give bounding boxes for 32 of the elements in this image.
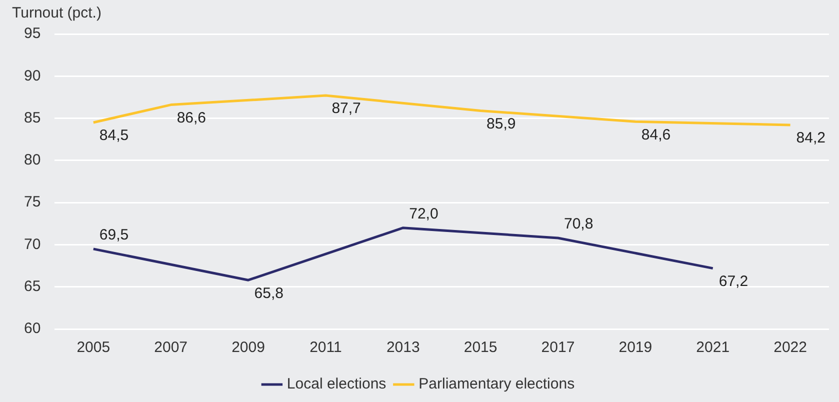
data-label: 84,5 [99, 127, 129, 144]
y-tick-label: 95 [24, 25, 41, 42]
x-tick-label: 2007 [154, 339, 188, 356]
data-label: 72,0 [409, 206, 438, 222]
y-tick-label: 85 [24, 109, 41, 126]
legend-label: Parliamentary elections [418, 376, 575, 393]
data-label: 70,8 [564, 216, 594, 233]
x-tick-label: 2011 [310, 339, 342, 356]
data-label: 84,2 [796, 130, 826, 147]
data-label: 69,5 [99, 226, 129, 244]
x-tick-label: 2013 [386, 339, 420, 356]
y-tick-label: 60 [24, 320, 41, 338]
x-tick-label: 2021 [696, 339, 730, 356]
x-tick-label: 2009 [232, 339, 265, 356]
y-axis-title: Turnout (pct.) [12, 4, 102, 22]
y-tick-label: 70 [24, 236, 41, 253]
x-tick-label: 2005 [76, 339, 110, 356]
data-label: 65,8 [254, 284, 284, 302]
data-label: 67,2 [718, 272, 748, 290]
x-tick-label: 2015 [464, 339, 498, 356]
y-tick-label: 80 [24, 152, 41, 169]
data-label: 85,9 [486, 115, 516, 132]
y-tick-label: 75 [24, 194, 41, 211]
data-label: 87,7 [332, 100, 361, 118]
data-label: 84,6 [641, 126, 671, 144]
data-label: 86,6 [176, 109, 206, 126]
x-tick-label: 2022 [774, 339, 807, 356]
x-tick-label: 2019 [618, 339, 652, 356]
y-tick-label: 90 [24, 67, 41, 84]
x-tick-label: 2017 [541, 339, 575, 356]
y-tick-label: 65 [24, 278, 41, 295]
legend-label: Local elections [286, 376, 386, 393]
